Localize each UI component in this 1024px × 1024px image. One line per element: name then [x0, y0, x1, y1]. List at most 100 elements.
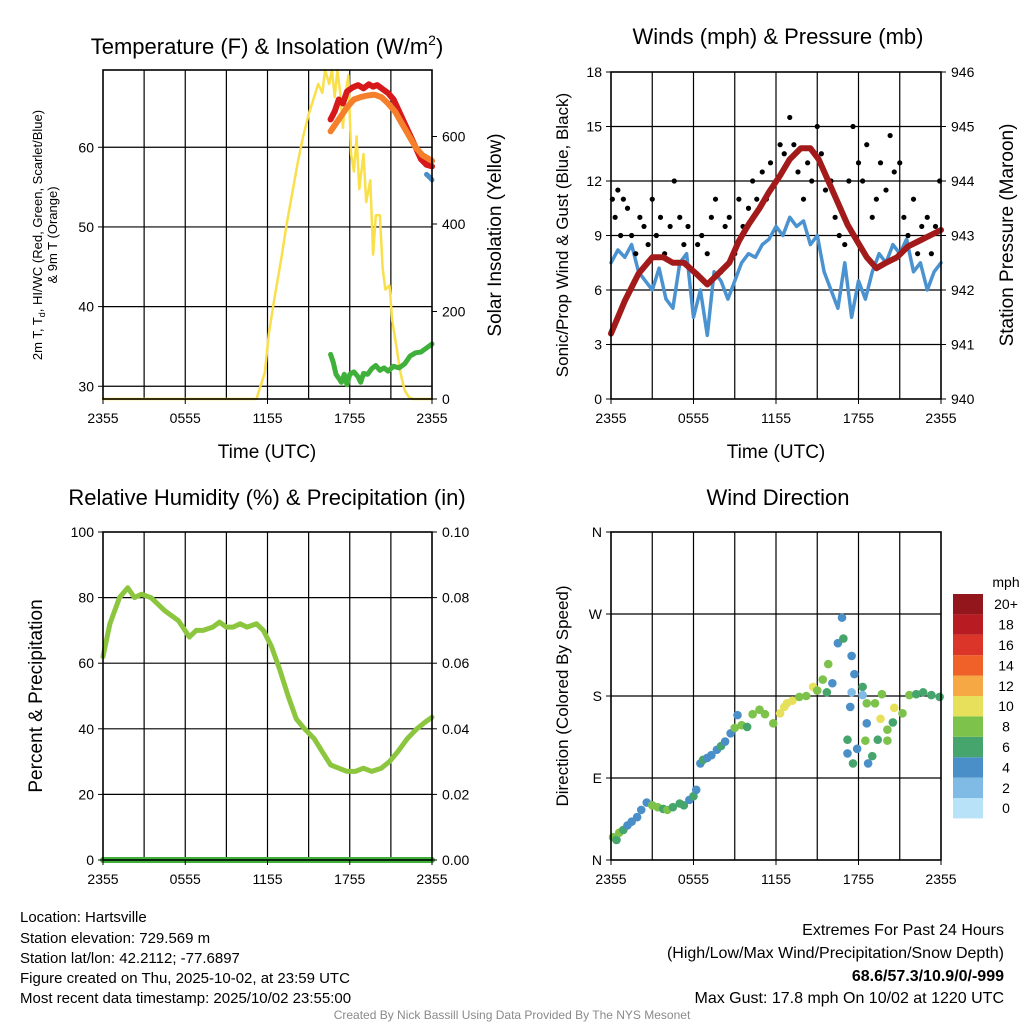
wind-direction-point: [927, 690, 936, 700]
y-tick-label-left: 12: [586, 173, 602, 189]
wind-direction-point: [760, 709, 770, 719]
y-tick-label-right: 0.02: [442, 786, 469, 802]
colorbar-label: 6: [1002, 739, 1010, 755]
wind-direction-point: [742, 722, 752, 732]
x-tick-label: 2355: [87, 871, 118, 887]
y-tick-label-left: 18: [586, 64, 602, 80]
wind-direction-point: [632, 812, 642, 822]
wind-direction-point: [861, 736, 870, 745]
y-tick-label-left: 0: [594, 391, 602, 407]
wind-direction-point: [843, 749, 852, 758]
wind-direction-point: [845, 702, 855, 712]
series-gust-point: [624, 205, 631, 211]
colorbar-swatch: [953, 655, 983, 676]
series-gust-point: [855, 160, 862, 166]
series-gust-point: [677, 214, 683, 220]
colorbar-label: 10: [998, 698, 1014, 714]
wind-direction-point: [837, 613, 847, 622]
y-tick-label-left: E: [593, 770, 602, 786]
colorbar-label: 20+: [994, 596, 1018, 612]
x-tick-label: 2355: [416, 410, 447, 426]
series-gust-point: [681, 241, 687, 248]
wind-direction-point: [877, 689, 887, 699]
y-tick-label-right: 400: [442, 216, 466, 232]
series-gust-point: [750, 178, 756, 184]
series-gust-point: [645, 241, 651, 248]
wind-direction-point: [867, 751, 877, 761]
wind-direction-point: [636, 805, 646, 815]
series-gust-point: [637, 214, 643, 220]
x-tick-label: 0555: [170, 410, 201, 426]
wind-direction-point: [788, 696, 797, 705]
colorbar-swatch: [953, 736, 983, 758]
wind-direction-point: [905, 690, 914, 700]
x-tick-label: 1755: [843, 410, 874, 426]
series-gust-point: [704, 251, 710, 257]
wind-direction-point: [768, 719, 778, 728]
series-gust-point: [685, 223, 691, 230]
series-gust-point: [928, 251, 934, 257]
wind-direction-point: [691, 785, 701, 795]
wind-direction-point: [862, 719, 872, 728]
x-tick-label: 1155: [252, 871, 282, 887]
extremes-title: Extremes For Past 24 Hours: [802, 922, 1004, 939]
y-tick-label-right: 0.00: [442, 852, 469, 868]
colorbar-swatch: [953, 798, 983, 819]
winds-ylabel-right: Station Pressure (Maroon): [997, 124, 1018, 347]
timestamp-text: Most recent data timestamp: 2025/10/02 2…: [20, 990, 351, 1007]
series-gust-point: [615, 187, 621, 193]
latlon-text: Station lat/lon: 42.2112; -77.6897: [20, 950, 240, 967]
y-tick-label-left: 100: [71, 524, 95, 540]
credit-text: Created By Nick Bassill Using Data Provi…: [334, 1008, 691, 1022]
y-tick-label-left: 60: [78, 139, 94, 155]
wind-direction-point: [823, 659, 833, 669]
wind-direction-point: [911, 689, 921, 699]
series-gust-point: [860, 178, 866, 184]
y-tick-label-left: 6: [594, 282, 602, 298]
x-tick-label: 0555: [170, 871, 201, 887]
series-gust-point: [873, 196, 879, 202]
temperature-xlabel: Time (UTC): [218, 442, 317, 463]
y-tick-label-right: 941: [951, 337, 975, 353]
x-tick-label: 0555: [678, 410, 709, 426]
series-gust-point: [932, 223, 939, 230]
y-tick-label-right: 0.06: [442, 655, 469, 671]
colorbar-label: 12: [998, 678, 1014, 694]
series-gust-point: [712, 196, 719, 202]
extremes-legend: (High/Low/Max Wind/Precipitation/Snow De…: [667, 945, 1004, 962]
series-gust-point: [633, 251, 639, 257]
series-gust-point: [667, 223, 673, 230]
x-tick-label: 0555: [678, 871, 709, 887]
humidity-title: Relative Humidity (%) & Precipitation (i…: [68, 485, 465, 510]
series-gust-point: [612, 214, 618, 220]
y-tick-label-left: 50: [78, 219, 94, 235]
wind-direction-point: [883, 736, 892, 745]
max-gust-text: Max Gust: 17.8 mph On 10/02 at 1220 UTC: [695, 990, 1005, 1007]
wind-direction-point: [847, 651, 856, 661]
wind-direction-point: [858, 690, 867, 700]
y-tick-label-left: 0: [86, 852, 94, 868]
x-tick-label: 1755: [843, 871, 874, 887]
series-gust-point: [869, 214, 875, 220]
series-gust-point: [722, 223, 728, 230]
colorbar-label: 8: [1002, 719, 1010, 735]
wind-direction-point: [847, 688, 856, 697]
wind-direction-point: [848, 759, 858, 768]
extremes-info: Extremes For Past 24 Hours (High/Low/Max…: [667, 922, 1004, 1007]
colorbar-label: 2: [1002, 780, 1010, 796]
series-gust-point: [883, 187, 889, 193]
series-gust-point: [695, 241, 701, 248]
wind-direction-point: [850, 669, 859, 679]
series-gust-point: [905, 232, 911, 239]
series-gust-point: [846, 178, 852, 184]
series-gust-point: [850, 123, 856, 130]
y-tick-label-right: 944: [951, 173, 975, 189]
wind-direction-point: [775, 709, 785, 718]
colorbar-title: mph: [992, 574, 1019, 590]
elevation-text: Station elevation: 729.569 m: [20, 930, 210, 947]
colorbar-swatch: [953, 614, 983, 635]
y-tick-label-left: N: [592, 524, 602, 540]
x-tick-label: 1755: [334, 410, 365, 426]
y-tick-label-right: 942: [951, 282, 975, 298]
